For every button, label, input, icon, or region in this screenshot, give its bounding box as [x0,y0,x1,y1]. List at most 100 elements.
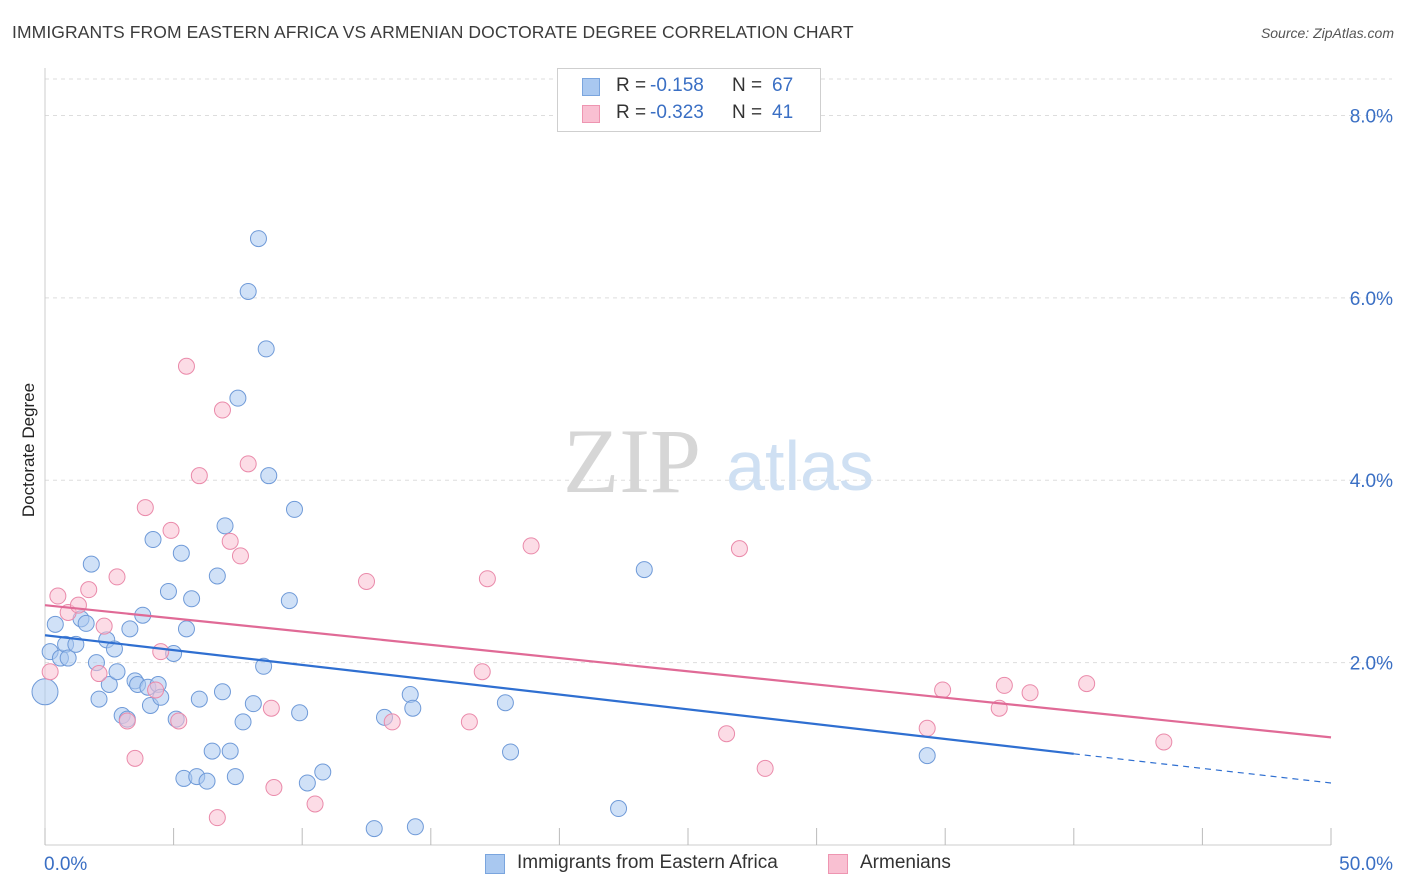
point-eastern-africa [404,699,422,717]
point-armenians [1155,733,1173,751]
point-eastern-africa [365,820,383,838]
point-armenians [108,568,126,586]
source-note: Source: ZipAtlas.com [1260,25,1394,41]
chart-title: IMMIGRANTS FROM EASTERN AFRICA VS ARMENI… [12,22,854,42]
point-armenians [995,676,1013,694]
y-axis-label: Doctorate Degree [19,382,38,518]
y-tick-label: 2.0% [1350,654,1393,675]
series-points [31,230,1173,838]
y-tick-labels: 2.0% 4.0% 6.0% 8.0% [1350,106,1393,674]
point-armenians [136,499,154,517]
point-armenians [522,537,540,555]
point-eastern-africa [77,614,95,632]
legend-n-label: N = [732,75,763,96]
point-eastern-africa [291,704,309,722]
point-eastern-africa [203,742,221,760]
point-armenians [1078,675,1096,693]
bottom-legend-swatch-eastern-africa [485,854,505,874]
point-armenians [239,455,257,473]
point-eastern-africa [172,544,190,562]
point-eastern-africa [198,772,216,790]
legend-n-value: 41 [772,102,794,123]
point-eastern-africa [82,555,100,573]
point-eastern-africa [635,561,653,579]
point-armenians [170,712,188,730]
point-eastern-africa [177,620,195,638]
point-eastern-africa [105,640,123,658]
point-eastern-africa [239,282,257,300]
x-tick-label: 50.0% [1339,854,1393,875]
point-eastern-africa [502,743,520,761]
point-armenians [49,587,67,605]
bottom-legend-swatch-armenians [828,854,848,874]
y-tick-label: 4.0% [1350,471,1393,492]
point-armenians [730,540,748,558]
point-eastern-africa [918,747,936,765]
legend-r-value: -0.158 [650,75,704,96]
trend-line-eastern-africa [44,634,1074,755]
legend-n-value: 67 [772,75,794,96]
point-eastern-africa [496,694,514,712]
point-armenians [473,663,491,681]
point-armenians [460,713,478,731]
point-eastern-africa [59,649,77,667]
point-eastern-africa [314,763,332,781]
point-armenians [918,719,936,737]
gridlines [45,78,1392,664]
y-tick-label: 8.0% [1350,106,1393,127]
legend-r-label: R = [616,102,647,123]
point-eastern-africa [244,695,262,713]
point-eastern-africa [255,657,273,675]
legend-r-label: R = [616,75,647,96]
point-armenians [1021,684,1039,702]
point-eastern-africa [226,768,244,786]
point-armenians [934,681,952,699]
trend-lines [44,604,1332,784]
point-armenians [383,713,401,731]
watermark-zip: ZIP [563,410,701,512]
point-armenians [262,699,280,717]
point-eastern-africa [406,818,424,836]
point-armenians [90,665,108,683]
point-eastern-africa [280,592,298,610]
bottom-legend-label-eastern-africa: Immigrants from Eastern Africa [517,852,778,873]
legend-r-value: -0.323 [650,102,704,123]
point-eastern-africa [216,517,234,535]
point-armenians [306,795,324,813]
point-eastern-africa [144,531,162,549]
legend-swatch-eastern-africa [582,78,600,96]
point-eastern-africa [159,582,177,600]
point-armenians [177,357,195,375]
point-armenians [358,572,375,590]
point-eastern-africa [285,500,303,518]
point-eastern-africa [208,567,226,585]
point-armenians [118,712,136,730]
point-armenians [221,532,239,550]
point-eastern-africa [249,230,267,248]
point-eastern-africa [234,713,252,731]
point-armenians [152,643,170,661]
point-eastern-africa [213,683,231,701]
point-eastern-africa [183,590,201,608]
axes [44,68,1332,846]
point-armenians [478,570,496,588]
point-armenians [718,725,736,743]
correlation-legend: R = -0.158 N = 67 R = -0.323 N = 41 [557,68,821,132]
point-armenians [126,749,144,767]
watermark: ZIP atlas [563,410,874,512]
point-armenians [41,663,59,681]
point-armenians [208,809,226,827]
point-armenians [147,681,165,699]
point-eastern-africa [298,774,316,792]
point-armenians [69,596,87,614]
watermark-atlas: atlas [726,427,874,505]
legend-n-label: N = [732,102,763,123]
point-eastern-africa [229,389,247,407]
legend-swatch-armenians [582,105,600,123]
point-armenians [265,779,283,797]
point-eastern-africa [257,340,275,358]
point-eastern-africa [90,690,108,708]
y-tick-label: 6.0% [1350,289,1393,310]
x-tick-label: 0.0% [44,854,87,875]
